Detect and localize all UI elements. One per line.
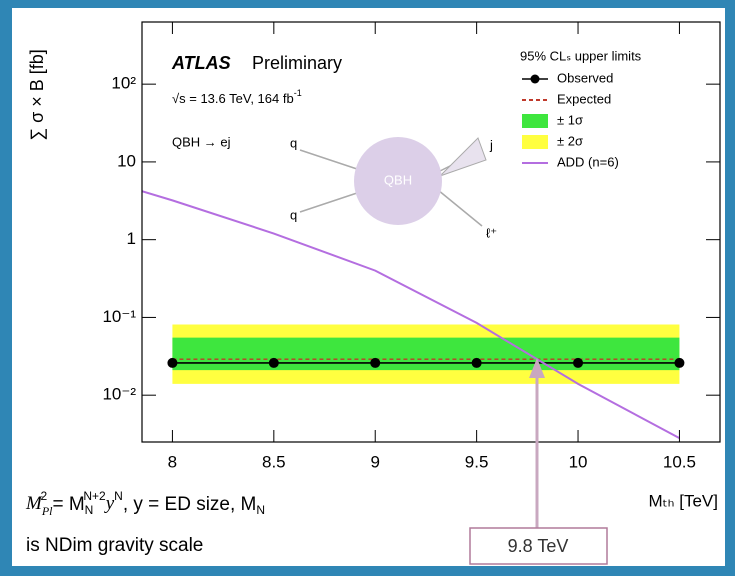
data-point [573,357,584,368]
diagram-label: q [290,207,297,222]
note-part: , y = ED size, M [123,494,257,515]
note-part: 2 [41,489,48,503]
legend: Observed Expected ± 1σ ± 2σ ADD (n=6) [522,70,619,169]
jet-cone [439,137,487,177]
status: Preliminary [252,53,342,73]
process: QBH → ej [172,134,231,149]
note-line2: is NDim gravity scale [26,535,203,556]
y-tick-label: 1 [127,229,136,248]
note-part: M [25,493,43,514]
callout-box [469,527,608,565]
legend-swatch [530,74,540,84]
diagram-label: j [489,137,493,152]
y-tick-label: 10⁻² [102,385,136,404]
diagram-label: ℓ⁺ [486,225,497,240]
energy-sup: -1 [294,88,302,98]
legend-swatch [522,135,548,149]
sigma-band [172,337,680,371]
note-line1: MPl2 = MNN+2yN, y = ED size, MN [25,489,265,518]
note-part: N [85,503,94,517]
feynman-diagram: QBH q q j ℓ⁺ [290,135,497,240]
y-axis-label: ∑ σ × B [fb] [27,49,47,140]
x-tick-label: 8 [168,452,177,471]
data-point [674,357,685,368]
note-part: N [114,489,123,503]
legend-title: 95% CLₛ upper limits [520,48,642,63]
x-tick-label: 10 [569,452,588,471]
legend-label: Observed [557,70,613,85]
x-tick-label: 9.5 [465,452,489,471]
data-point [471,357,482,368]
panel [12,8,725,566]
y-tick-label: 10² [111,74,136,93]
callout-text: 9.8 TeV [508,536,569,556]
x-tick-label: 8.5 [262,452,286,471]
legend-label: ADD (n=6) [557,154,619,169]
energy: √s = 13.6 TeV, 164 fb-1 [172,88,302,106]
data-point [167,357,178,368]
data-point [370,357,381,368]
experiment: ATLAS [171,53,231,73]
note-part: = M [47,494,84,515]
x-tick-label: 9 [370,452,379,471]
diagram-label: q [290,135,297,150]
note-part: N+2 [83,489,106,503]
legend-label: Expected [557,91,611,106]
diagram-center: QBH [384,172,412,187]
legend-label: ± 2σ [557,133,583,148]
diagram-line [299,149,361,171]
callout-arrowhead [529,358,545,378]
x-tick-label: 10.5 [663,452,696,471]
energy-text: √s = 13.6 TeV, 164 fb [172,91,294,106]
y-tick-label: 10⁻¹ [102,307,136,326]
diagram-line [437,189,483,227]
legend-label: ± 1σ [557,112,583,127]
note-part: y [104,493,115,514]
note-part: Pl [41,504,53,518]
plot-area [142,190,685,440]
note-part: N [256,503,265,517]
diagram-line [299,191,361,213]
legend-swatch [522,114,548,128]
x-axis-label: Mₜₕ [TeV] [648,491,718,510]
qbh-blob [354,137,442,225]
axes-frame [141,21,721,443]
data-point [268,357,279,368]
y-tick-label: 10 [117,151,136,170]
series-line [142,190,680,440]
